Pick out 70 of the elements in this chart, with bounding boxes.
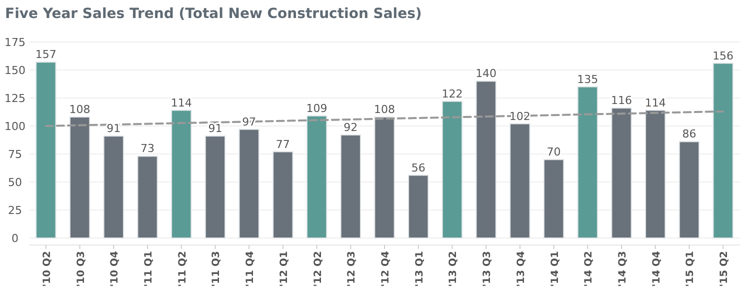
y-tick-label: 175 bbox=[4, 36, 26, 49]
data-label: 140 bbox=[476, 67, 497, 80]
x-tick-label: '10 Q3 bbox=[76, 250, 87, 287]
bar bbox=[306, 115, 328, 238]
bar bbox=[340, 134, 361, 238]
x-tick-label: '11 Q3 bbox=[211, 250, 222, 287]
data-label: 156 bbox=[712, 49, 734, 62]
x-tick-label: '11 Q4 bbox=[245, 250, 256, 287]
bar bbox=[712, 62, 734, 238]
x-tick-label: '10 Q4 bbox=[110, 250, 121, 287]
y-tick-label: 75 bbox=[8, 148, 22, 161]
chart-title: Five Year Sales Trend (Total New Construction Sales) bbox=[5, 6, 422, 22]
y-tick-label: 25 bbox=[8, 204, 22, 217]
x-tick-label: '13 Q1 bbox=[414, 250, 426, 287]
data-label: 109 bbox=[306, 102, 328, 115]
x-tick-label: '14 Q4 bbox=[651, 250, 662, 287]
bar bbox=[171, 110, 192, 238]
x-tick-label: '13 Q3 bbox=[482, 250, 494, 287]
data-label: 91 bbox=[106, 122, 121, 136]
bar bbox=[103, 136, 124, 238]
y-tick-label: 50 bbox=[8, 176, 22, 189]
x-tick-label: '12 Q3 bbox=[346, 250, 358, 287]
x-tick-label: '14 Q3 bbox=[618, 250, 628, 287]
bar bbox=[611, 108, 632, 238]
data-label: 122 bbox=[442, 87, 463, 100]
x-tick-label: '11 Q2 bbox=[177, 250, 188, 287]
data-label: 70 bbox=[546, 146, 561, 159]
data-label: 116 bbox=[611, 94, 632, 108]
bar bbox=[36, 62, 56, 238]
data-label: 108 bbox=[374, 103, 395, 116]
bar bbox=[645, 110, 666, 238]
bar bbox=[204, 136, 226, 238]
bar bbox=[374, 116, 395, 238]
data-label: 86 bbox=[682, 128, 696, 141]
data-label: 92 bbox=[344, 120, 358, 134]
y-tick-label: 125 bbox=[4, 92, 26, 105]
x-tick-label: '15 Q2 bbox=[719, 250, 730, 287]
x-tick-label: '14 Q2 bbox=[584, 250, 595, 287]
bar bbox=[577, 86, 598, 238]
bar bbox=[69, 116, 90, 238]
x-tick-label: '13 Q2 bbox=[448, 250, 460, 287]
x-tick-label: '10 Q2 bbox=[42, 250, 53, 287]
x-tick-label: '12 Q1 bbox=[278, 250, 290, 287]
bar bbox=[272, 151, 294, 238]
bar bbox=[510, 123, 530, 238]
y-tick-label: 100 bbox=[4, 120, 26, 133]
bar bbox=[476, 80, 496, 238]
x-tick-label: '15 Q1 bbox=[685, 250, 696, 287]
x-tick-label: '14 Q1 bbox=[550, 250, 561, 287]
data-label: 114 bbox=[170, 96, 192, 110]
data-label: 157 bbox=[35, 48, 56, 62]
x-tick-label: '12 Q2 bbox=[312, 250, 324, 287]
y-tick-label: 150 bbox=[4, 64, 26, 77]
bar bbox=[678, 141, 700, 238]
x-tick-label: '13 Q4 bbox=[516, 250, 527, 287]
bar bbox=[408, 174, 429, 238]
data-label: 77 bbox=[276, 138, 290, 151]
bar bbox=[238, 128, 260, 238]
bar bbox=[543, 159, 564, 238]
x-tick-label: '11 Q1 bbox=[144, 250, 154, 287]
data-label: 56 bbox=[411, 161, 426, 174]
bar bbox=[137, 156, 158, 238]
x-tick-label: '12 Q4 bbox=[380, 250, 392, 287]
data-label: 91 bbox=[208, 122, 222, 136]
bar bbox=[442, 100, 463, 238]
data-label: 73 bbox=[140, 142, 154, 156]
y-tick-label: 0 bbox=[12, 232, 18, 245]
data-label: 108 bbox=[69, 103, 90, 116]
data-label: 114 bbox=[644, 96, 666, 110]
data-label: 135 bbox=[577, 72, 598, 86]
